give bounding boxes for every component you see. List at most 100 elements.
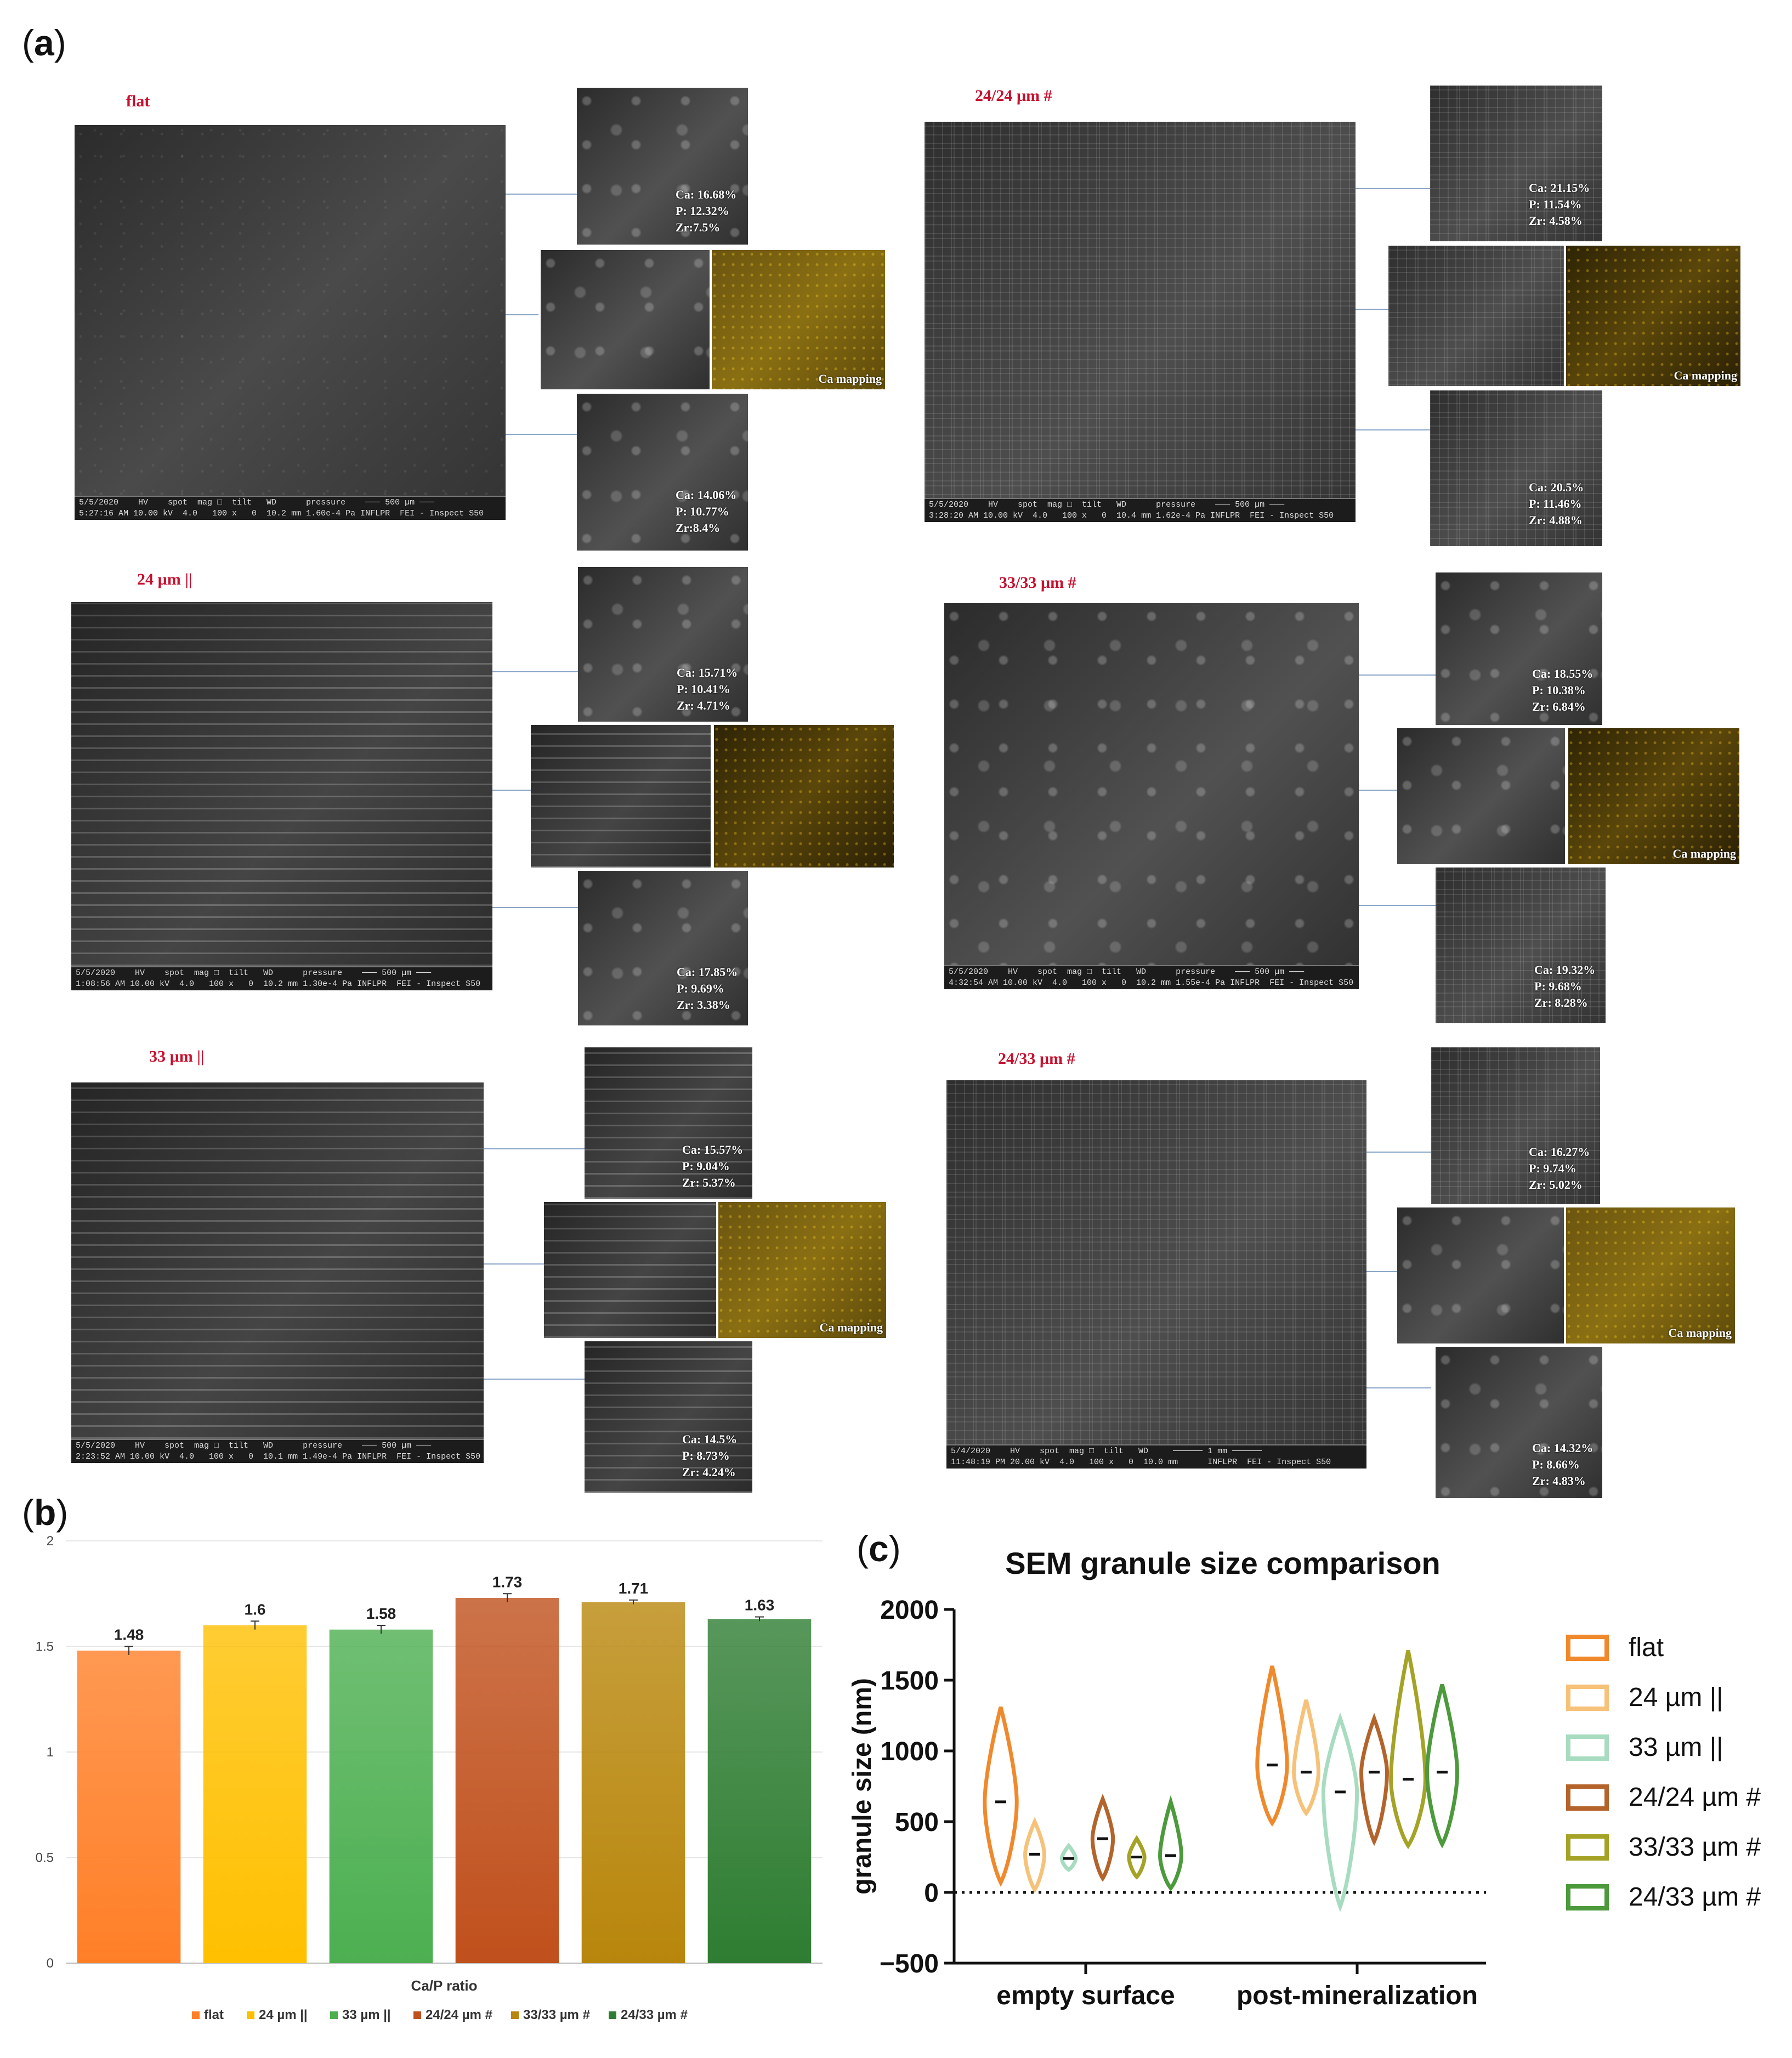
connector-line	[1356, 309, 1388, 310]
violin-24-m-	[1023, 1817, 1046, 1893]
composition-top-24-33: Ca: 16.27% P: 9.74% Zr: 5.02%	[1529, 1145, 1590, 1192]
connector-line	[1359, 790, 1397, 791]
sem-infobar: 5/5/2020 HV spot mag □ tilt WD pressure …	[75, 496, 506, 520]
legend-label: 24/33 µm #	[621, 2008, 688, 2022]
y-axis-label: granule size (nm)	[848, 1678, 877, 1895]
y-tick-label: −500	[880, 1949, 939, 1978]
panel-c-label: (c)	[857, 1528, 901, 1569]
panel-a-label: (a)	[22, 22, 66, 63]
sample-title-24-33: 24/33 µm #	[998, 1050, 1075, 1068]
bar	[329, 1629, 433, 1963]
y-tick-label: 0.5	[36, 1851, 54, 1866]
ca-mapping-flat: Ca mapping	[712, 250, 885, 389]
violin-24-24-m-	[1359, 1713, 1389, 1846]
composition-top-33-parallel: Ca: 15.57% P: 9.04% Zr: 5.37%	[682, 1143, 744, 1189]
legend-label: 24 µm ||	[259, 2008, 308, 2022]
legend-swatch	[192, 2011, 200, 2019]
legend-swatch	[1566, 1685, 1609, 1711]
connector-line	[1366, 1271, 1397, 1272]
connector-line	[506, 314, 538, 315]
sem-zoom-mid-flat	[541, 250, 710, 389]
connector-line	[1359, 905, 1436, 906]
bar	[77, 1651, 181, 1963]
composition-bottom-24-33: Ca: 14.32% P: 8.66% Zr: 4.83%	[1532, 1441, 1593, 1488]
bar	[455, 1597, 559, 1963]
connector-line	[484, 1379, 585, 1380]
legend-label: 33/33 µm #	[1629, 1833, 1761, 1862]
connector-line	[492, 907, 578, 908]
bar-value-label: 1.63	[745, 1597, 775, 1614]
sem-image-flat: 5/5/2020 HV spot mag □ tilt WD pressure …	[75, 125, 506, 520]
violin-flat	[1255, 1665, 1289, 1827]
x-tick-label: empty surface	[996, 1981, 1175, 2010]
legend-swatch	[330, 2011, 338, 2019]
ca-p-ratio-bar-chart: 2 1.5 1 0.5 0 1.48 1.6 1.58 1.73 1.71 1.63 Ca/P rat…	[36, 1534, 823, 2022]
violin-33-m-	[1321, 1712, 1359, 1912]
sem-zoom-top-flat: Ca: 16.68% P: 12.32% Zr:7.5%	[577, 88, 748, 245]
sem-infobar: 5/4/2020 HV spot mag □ tilt WD ────── 1 …	[946, 1444, 1366, 1469]
sem-infobar: 5/5/2020 HV spot mag □ tilt WD pressure …	[71, 1439, 484, 1463]
sem-zoom-top-24-24: Ca: 21.15% P: 11.54% Zr: 4.58%	[1430, 86, 1602, 241]
sem-zoom-bottom-33-parallel: Ca: 14.5% P: 8.73% Zr: 4.24%	[585, 1341, 752, 1493]
chart-title: SEM granule size comparison	[1005, 1546, 1441, 1580]
sem-zoom-mid-24-24	[1388, 246, 1564, 386]
violin-flat	[983, 1707, 1019, 1887]
legend-label: 33 µm ||	[1629, 1733, 1723, 1762]
sem-zoom-bottom-24-24: Ca: 20.5% P: 11.46% Zr: 4.88%	[1430, 390, 1602, 546]
violin-24-m-	[1292, 1699, 1320, 1817]
connector-line	[506, 434, 577, 435]
bar-value-label: 1.71	[619, 1580, 649, 1597]
bar-value-label: 1.48	[114, 1626, 144, 1643]
composition-bottom-flat: Ca: 14.06% P: 10.77% Zr:8.4%	[676, 488, 737, 535]
legend-label: 24/33 µm #	[1629, 1883, 1761, 1912]
y-tick-label: 2000	[880, 1596, 939, 1625]
composition-top-flat: Ca: 16.68% P: 12.32% Zr:7.5%	[676, 188, 737, 234]
sem-image-24-parallel: 5/5/2020 HV spot mag □ tilt WD pressure …	[71, 602, 492, 990]
sem-zoom-top-33-33: Ca: 18.55% P: 10.38% Zr: 6.84%	[1436, 572, 1602, 725]
y-tick-label: 1.5	[36, 1640, 54, 1654]
sem-image-24-33: 5/4/2020 HV spot mag □ tilt WD ────── 1 …	[946, 1080, 1366, 1469]
violin-24-24-m-	[1090, 1794, 1115, 1882]
y-tick-label: 2	[47, 1534, 54, 1549]
sample-title-33-parallel: 33 µm ||	[149, 1047, 205, 1065]
connector-line	[484, 1263, 544, 1265]
sem-image-33-parallel: 5/5/2020 HV spot mag □ tilt WD pressure …	[71, 1082, 484, 1463]
sem-zoom-mid-24-33	[1397, 1207, 1564, 1343]
bar-value-label: 1.73	[492, 1573, 523, 1590]
violin-33-33-m-	[1389, 1650, 1427, 1850]
sem-zoom-top-24-33: Ca: 16.27% P: 9.74% Zr: 5.02%	[1431, 1047, 1600, 1204]
ca-mapping-24-24: Ca mapping	[1566, 246, 1740, 386]
connector-line	[1356, 188, 1430, 189]
legend-label: 33 µm ||	[342, 2008, 391, 2022]
composition-top-24-24: Ca: 21.15% P: 11.54% Zr: 4.58%	[1529, 181, 1590, 228]
connector-line	[492, 790, 531, 791]
composition-bottom-33-parallel: Ca: 14.5% P: 8.73% Zr: 4.24%	[682, 1432, 738, 1479]
y-tick-label: 1500	[880, 1666, 939, 1696]
sem-zoom-bottom-33-33: Ca: 19.32% P: 9.68% Zr: 8.28%	[1436, 868, 1606, 1023]
connector-line	[1356, 429, 1430, 430]
sample-title-24-parallel: 24 µm ||	[137, 570, 192, 588]
sem-zoom-top-24-parallel: Ca: 15.71% P: 10.41% Zr: 4.71%	[578, 567, 748, 722]
bar-value-label: 1.6	[245, 1601, 266, 1618]
sem-infobar: 5/5/2020 HV spot mag □ tilt WD pressure …	[944, 965, 1359, 989]
legend-label: 24 µm ||	[1629, 1683, 1723, 1712]
connector-line	[492, 671, 578, 672]
connector-line	[506, 194, 577, 195]
y-tick-label: 500	[895, 1808, 939, 1837]
connector-line	[1359, 674, 1436, 676]
bar-value-label: 1.58	[366, 1605, 396, 1622]
legend-label: flat	[204, 2008, 224, 2022]
composition-bottom-24-24: Ca: 20.5% P: 11.46% Zr: 4.88%	[1529, 480, 1584, 527]
violin-24-33-m-	[1158, 1795, 1183, 1891]
composition-bottom-24-parallel: Ca: 17.85% P: 9.69% Zr: 3.38%	[677, 965, 738, 1012]
legend-label: 24/24 µm #	[426, 2008, 492, 2022]
sem-infobar: 5/5/2020 HV spot mag □ tilt WD pressure …	[71, 966, 492, 990]
bar	[581, 1602, 685, 1963]
y-tick-label: 1	[47, 1745, 54, 1760]
ca-mapping-33-parallel: Ca mapping	[718, 1202, 886, 1338]
legend-swatch	[247, 2011, 254, 2019]
violin-24-33-m-	[1425, 1683, 1459, 1849]
sem-zoom-mid-24-parallel	[531, 725, 711, 868]
composition-top-33-33: Ca: 18.55% P: 10.38% Zr: 6.84%	[1532, 667, 1593, 713]
sem-zoom-mid-33-parallel	[544, 1202, 716, 1338]
